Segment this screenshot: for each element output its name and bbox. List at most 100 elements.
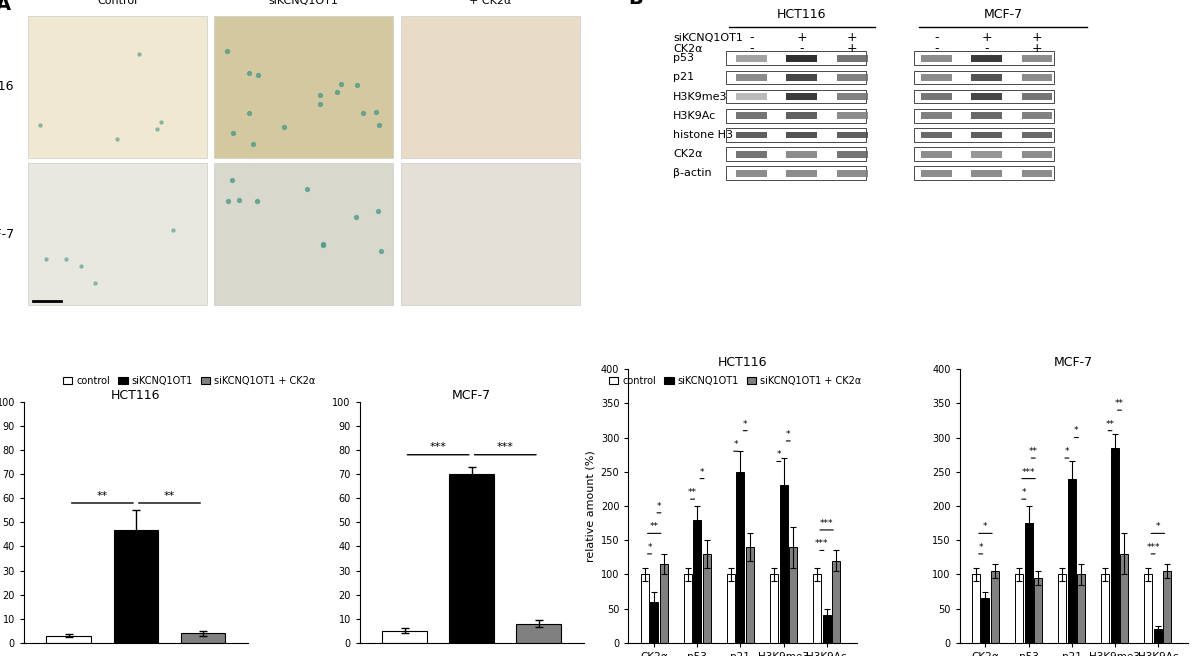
Text: CK2α: CK2α bbox=[673, 149, 703, 159]
Text: H3K9Ac: H3K9Ac bbox=[673, 111, 716, 121]
Text: +: + bbox=[847, 42, 858, 55]
Text: *: * bbox=[776, 451, 781, 459]
Text: Control: Control bbox=[97, 0, 137, 6]
Bar bbox=[28, 163, 206, 305]
Title: HCT116: HCT116 bbox=[718, 356, 767, 369]
Text: -: - bbox=[984, 42, 989, 55]
Text: *: * bbox=[1064, 447, 1069, 456]
Bar bbox=[1021, 112, 1052, 119]
Point bbox=[229, 195, 248, 205]
Bar bbox=[1021, 93, 1052, 100]
Bar bbox=[382, 631, 427, 643]
Point bbox=[346, 212, 365, 222]
Text: +: + bbox=[847, 31, 858, 44]
Point bbox=[248, 195, 268, 206]
Text: +: + bbox=[1032, 31, 1043, 44]
Bar bbox=[836, 74, 868, 81]
Text: *: * bbox=[1021, 488, 1026, 497]
Text: -: - bbox=[749, 31, 754, 44]
Point bbox=[274, 122, 293, 133]
Point bbox=[371, 245, 390, 256]
Text: MCF-7: MCF-7 bbox=[984, 9, 1022, 22]
Bar bbox=[703, 554, 710, 643]
Text: β-actin: β-actin bbox=[673, 169, 712, 178]
Bar bbox=[920, 132, 952, 138]
Bar bbox=[832, 561, 840, 643]
Bar bbox=[1021, 151, 1052, 157]
Title: MCF-7: MCF-7 bbox=[1055, 356, 1093, 369]
Bar bbox=[1021, 74, 1052, 81]
Legend: control, siKCNQ1OT1, siKCNQ1OT1 + CK2α: control, siKCNQ1OT1, siKCNQ1OT1 + CK2α bbox=[59, 372, 319, 390]
Text: +: + bbox=[982, 31, 992, 44]
Bar bbox=[770, 575, 778, 643]
Point bbox=[348, 80, 367, 91]
Text: A: A bbox=[0, 0, 11, 14]
Bar bbox=[516, 624, 562, 643]
Bar bbox=[913, 148, 1054, 161]
Bar bbox=[401, 163, 580, 305]
Bar bbox=[982, 598, 990, 643]
Bar bbox=[786, 55, 817, 62]
Bar bbox=[971, 55, 1002, 62]
Bar bbox=[727, 575, 734, 643]
Text: **: ** bbox=[164, 491, 175, 501]
Bar bbox=[913, 71, 1054, 85]
Text: CK2α: CK2α bbox=[673, 44, 703, 54]
Point bbox=[370, 119, 389, 130]
Text: **: ** bbox=[97, 491, 108, 501]
Bar bbox=[1102, 575, 1109, 643]
Bar bbox=[836, 112, 868, 119]
Bar bbox=[1058, 575, 1066, 643]
Bar bbox=[737, 472, 744, 643]
Text: -: - bbox=[749, 42, 754, 55]
Bar bbox=[736, 55, 767, 62]
Text: +: + bbox=[1032, 42, 1043, 55]
Bar bbox=[736, 112, 767, 119]
Bar bbox=[836, 93, 868, 100]
Bar bbox=[971, 151, 1002, 157]
Bar bbox=[913, 90, 1054, 104]
Bar bbox=[215, 163, 394, 305]
Text: -: - bbox=[934, 42, 938, 55]
Bar bbox=[920, 55, 952, 62]
Point bbox=[311, 98, 330, 109]
Bar bbox=[726, 109, 866, 123]
Point bbox=[313, 239, 332, 250]
Bar bbox=[736, 93, 767, 100]
Point bbox=[239, 68, 258, 78]
Bar bbox=[913, 128, 1054, 142]
Bar bbox=[401, 16, 580, 157]
Bar bbox=[726, 148, 866, 161]
Point bbox=[239, 108, 258, 119]
Bar bbox=[47, 636, 91, 643]
Bar bbox=[786, 112, 817, 119]
Bar bbox=[920, 93, 952, 100]
Bar bbox=[913, 167, 1054, 180]
Bar bbox=[694, 520, 701, 643]
Bar bbox=[736, 132, 767, 138]
Point bbox=[368, 206, 388, 216]
Text: histone H3: histone H3 bbox=[673, 130, 733, 140]
Text: ***: *** bbox=[1021, 468, 1036, 476]
Legend: control, siKCNQ1OT1, siKCNQ1OT1 + CK2α: control, siKCNQ1OT1, siKCNQ1OT1 + CK2α bbox=[605, 372, 865, 390]
Bar bbox=[971, 112, 1002, 119]
Point bbox=[31, 120, 50, 131]
Bar bbox=[786, 93, 817, 100]
Bar bbox=[971, 170, 1002, 176]
Text: ***: *** bbox=[820, 519, 833, 528]
Bar bbox=[836, 55, 868, 62]
Bar bbox=[1021, 55, 1052, 62]
Text: siKCNQ1OT1
+ CK2α: siKCNQ1OT1 + CK2α bbox=[456, 0, 526, 6]
Text: *: * bbox=[647, 543, 652, 552]
Bar bbox=[971, 93, 1002, 100]
Bar bbox=[1068, 479, 1075, 643]
Text: ***: *** bbox=[1146, 543, 1160, 552]
Bar bbox=[823, 615, 830, 643]
Text: siKCNQ1OT1: siKCNQ1OT1 bbox=[673, 33, 743, 43]
Text: *: * bbox=[983, 522, 988, 531]
Text: -: - bbox=[934, 31, 938, 44]
Point bbox=[217, 45, 236, 56]
Point bbox=[218, 195, 238, 206]
Text: *: * bbox=[1074, 426, 1079, 436]
Text: -: - bbox=[799, 42, 804, 55]
